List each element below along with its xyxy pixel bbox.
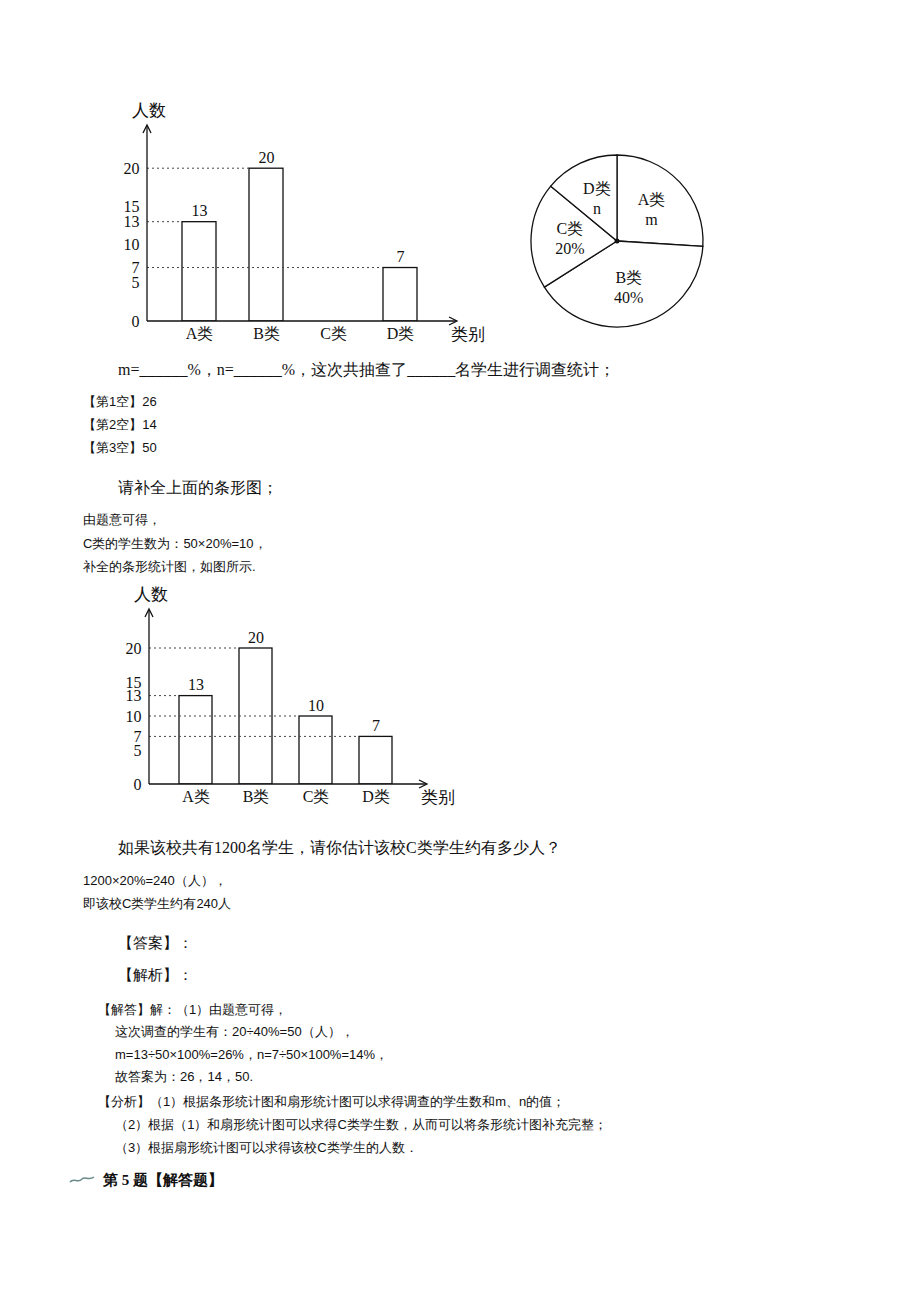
svg-text:B类40%: B类40% bbox=[614, 269, 643, 306]
svg-text:A类m: A类m bbox=[638, 191, 666, 228]
html-text:这次调查的学生有：20÷40%=50（人），: 这次调查的学生有：20÷40%=50（人）， bbox=[115, 1024, 354, 1040]
html-text:（3）根据扇形统计图可以求得该校C类学生的人数．: （3）根据扇形统计图可以求得该校C类学生的人数． bbox=[115, 1140, 418, 1156]
html-text:【第1空】26: 【第1空】26 bbox=[83, 394, 157, 410]
svg-text:D类n: D类n bbox=[583, 180, 611, 217]
svg-text:15: 15 bbox=[124, 198, 140, 215]
svg-text:0: 0 bbox=[132, 313, 140, 330]
svg-text:20: 20 bbox=[248, 629, 264, 646]
svg-text:7: 7 bbox=[397, 248, 405, 265]
svg-text:15: 15 bbox=[126, 674, 142, 691]
svg-text:D类: D类 bbox=[362, 788, 390, 805]
html-text:【解析】：: 【解析】： bbox=[118, 967, 193, 983]
html-text:故答案为：26，14，50.: 故答案为：26，14，50. bbox=[115, 1069, 253, 1085]
svg-text:B类: B类 bbox=[243, 788, 270, 805]
html-text:【第2空】14: 【第2空】14 bbox=[83, 417, 157, 433]
html-text:C类的学生数为：50×20%=10，: C类的学生数为：50×20%=10， bbox=[83, 535, 267, 551]
svg-text:类别: 类别 bbox=[421, 788, 455, 807]
svg-text:A类: A类 bbox=[186, 325, 214, 342]
svg-text:10: 10 bbox=[308, 697, 324, 714]
svg-text:人数: 人数 bbox=[134, 585, 168, 604]
html-text:m=13÷50×100%=26%，n=7÷50×100%=1: m=13÷50×100%=26%，n=7÷50×100%=14%， bbox=[115, 1047, 388, 1063]
svg-text:10: 10 bbox=[126, 708, 142, 725]
svg-text:D类: D类 bbox=[387, 325, 415, 342]
svg-text:5: 5 bbox=[132, 274, 140, 291]
html-text:【答案】：: 【答案】： bbox=[118, 935, 193, 951]
svg-text:20: 20 bbox=[124, 160, 140, 177]
svg-text:B类: B类 bbox=[253, 325, 280, 342]
html-text:（2）根据（1）和扇形统计图可以求得C类学生数，从而可以将条: （2）根据（1）和扇形统计图可以求得C类学生数，从而可以将条形统计图补充完整； bbox=[115, 1117, 607, 1133]
svg-text:C类: C类 bbox=[320, 325, 347, 342]
svg-text:5: 5 bbox=[133, 741, 142, 759]
svg-text:7: 7 bbox=[372, 717, 380, 734]
html-text:如果该校共有1200名学生，请你估计该校C类学生约有多少人？: 如果该校共有1200名学生，请你估计该校C类学生约有多少人？ bbox=[118, 839, 561, 857]
svg-text:类别: 类别 bbox=[451, 325, 485, 344]
svg-text:C类20%: C类20% bbox=[555, 220, 584, 257]
svg-text:20: 20 bbox=[126, 640, 142, 657]
html-text:【分析】（1）根据条形统计图和扇形统计图可以求得调查的学生数: 【分析】（1）根据条形统计图和扇形统计图可以求得调查的学生数和m、n的值； bbox=[98, 1094, 566, 1110]
svg-text:人数: 人数 bbox=[132, 101, 166, 120]
html-text:即该校C类学生约有240人: 即该校C类学生约有240人 bbox=[83, 895, 232, 911]
html-text:补全的条形统计图，如图所示.: 补全的条形统计图，如图所示. bbox=[83, 559, 256, 575]
svg-text:13: 13 bbox=[125, 687, 142, 705]
html-text:第 5 题【解答题】: 第 5 题【解答题】 bbox=[103, 1172, 223, 1188]
svg-text:13: 13 bbox=[124, 213, 140, 230]
html-text:1200×20%=240（人），: 1200×20%=240（人）， bbox=[83, 873, 227, 889]
svg-text:0: 0 bbox=[134, 776, 142, 793]
svg-text:7: 7 bbox=[134, 728, 142, 745]
html-text:m=______%，n=______%，这次共抽查了____: m=______%，n=______%，这次共抽查了______名学生进行调查统… bbox=[118, 361, 616, 379]
html-text:【第3空】50: 【第3空】50 bbox=[83, 440, 157, 456]
svg-text:20: 20 bbox=[259, 149, 275, 166]
svg-text:13: 13 bbox=[188, 676, 204, 693]
html-text:由题意可得，: 由题意可得， bbox=[83, 512, 161, 528]
svg-text:C类: C类 bbox=[303, 788, 330, 805]
html-text:请补全上面的条形图；: 请补全上面的条形图； bbox=[118, 479, 278, 497]
html-text:【解答】解：（1）由题意可得，: 【解答】解：（1）由题意可得， bbox=[98, 1002, 288, 1018]
svg-text:13: 13 bbox=[192, 202, 208, 219]
svg-text:A类: A类 bbox=[182, 788, 210, 805]
svg-text:7: 7 bbox=[132, 259, 140, 276]
svg-text:10: 10 bbox=[124, 236, 140, 253]
